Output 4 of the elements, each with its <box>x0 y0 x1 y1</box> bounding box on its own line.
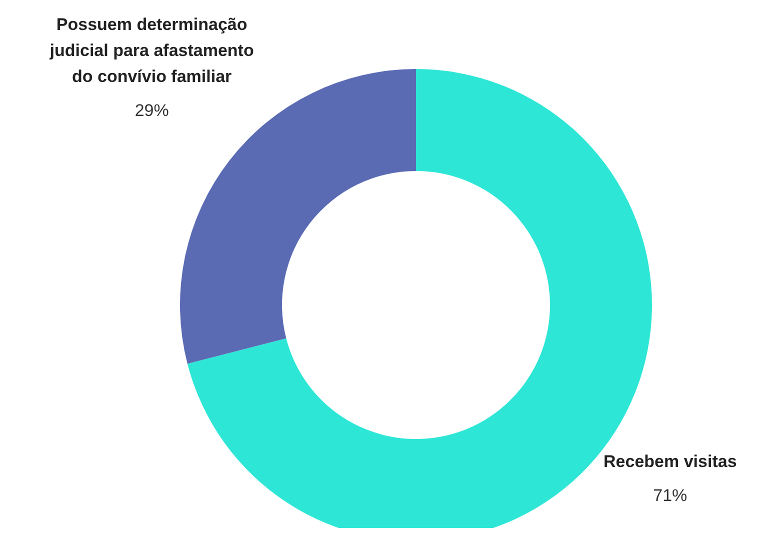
data-label: 29% <box>134 101 169 120</box>
slice-label: Recebem visitas <box>604 452 737 472</box>
data-label: 71% <box>653 486 688 506</box>
slice-label: Possuem determinação judicial para afastamento do convívio familiar <box>48 15 254 86</box>
